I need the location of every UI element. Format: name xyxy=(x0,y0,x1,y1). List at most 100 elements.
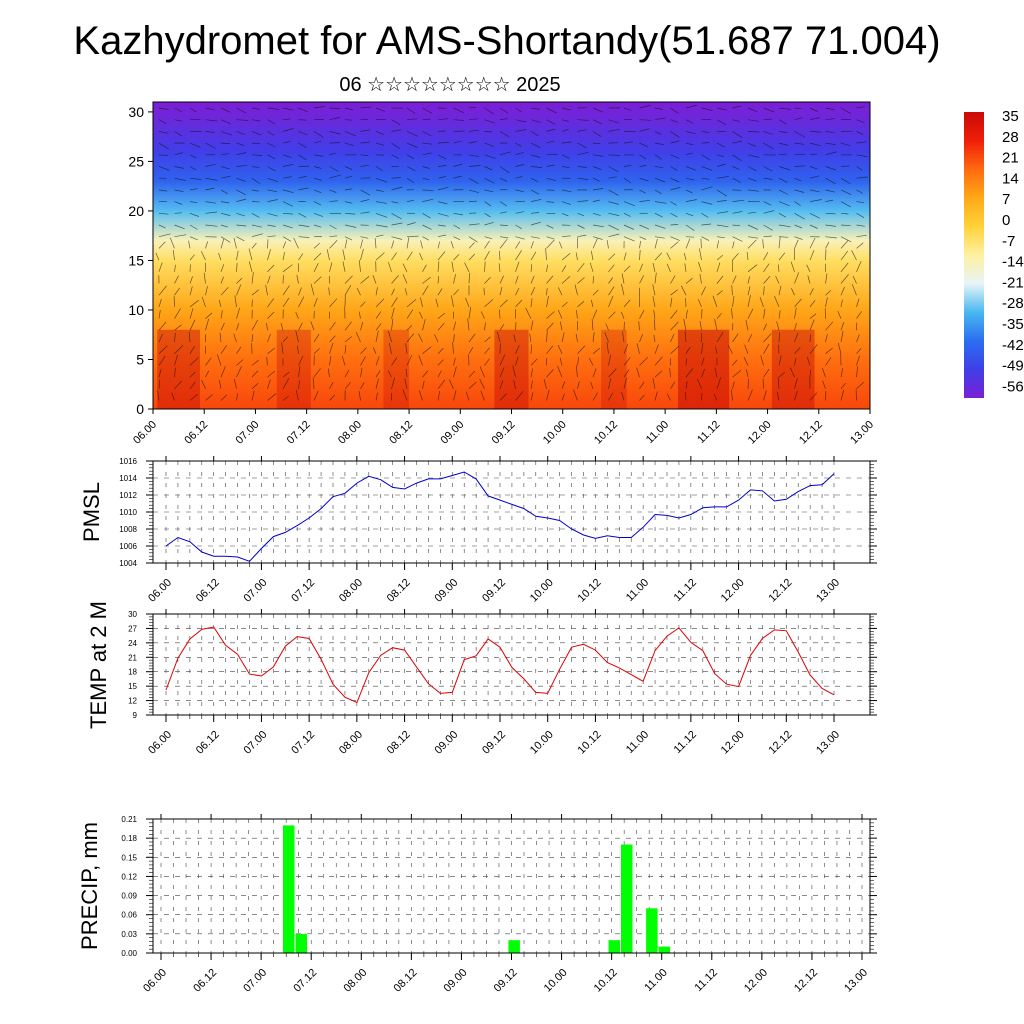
wind-vector xyxy=(189,236,198,241)
wind-vector xyxy=(763,201,772,206)
wind-vector xyxy=(452,342,454,354)
x-tick-label: 12.00 xyxy=(746,419,774,447)
wind-vector xyxy=(158,142,169,150)
wind-vector xyxy=(484,251,490,261)
wind-vector xyxy=(592,131,602,137)
y-tick-label: 0.03 xyxy=(121,930,137,939)
wind-vector xyxy=(406,222,416,226)
wind-vector xyxy=(670,166,678,171)
wind-vector xyxy=(561,154,570,159)
wind-vector xyxy=(468,177,479,185)
wind-vector xyxy=(375,107,386,112)
wind-vector xyxy=(759,296,764,308)
wind-vector xyxy=(313,177,322,181)
x-tick-label: 10.12 xyxy=(592,967,620,995)
wind-vector xyxy=(391,297,398,308)
wind-vector xyxy=(623,236,635,242)
x-tick-label: 06.12 xyxy=(194,729,222,757)
wind-vector xyxy=(666,263,671,272)
wind-vector xyxy=(251,271,254,284)
wind-vector xyxy=(763,224,773,231)
wind-vector xyxy=(174,380,183,390)
wind-vector xyxy=(763,177,773,180)
x-tick-label: 08.12 xyxy=(392,967,420,995)
wind-vector xyxy=(313,201,322,206)
x-tick-label: 12.12 xyxy=(766,729,794,757)
wind-vector xyxy=(251,189,259,192)
precip-bar xyxy=(646,908,658,953)
wind-vector xyxy=(220,153,229,156)
wind-vector xyxy=(577,234,587,238)
wind-vector xyxy=(174,189,184,193)
wind-vector xyxy=(561,235,571,238)
wind-vector xyxy=(515,345,520,354)
x-tick-label: 06.12 xyxy=(194,577,222,605)
wind-vector xyxy=(623,212,631,217)
wind-vector xyxy=(189,177,202,180)
wind-vector xyxy=(654,344,659,354)
wind-vector xyxy=(747,264,758,273)
wind-vector xyxy=(654,131,662,135)
wind-vector xyxy=(360,276,370,284)
wind-vector xyxy=(794,224,803,229)
wind-vector xyxy=(282,395,289,401)
wind-vector xyxy=(763,275,771,284)
y-tick-label: 21 xyxy=(128,653,137,662)
wind-vector xyxy=(654,107,663,110)
wind-vector xyxy=(205,286,208,296)
wind-vector xyxy=(577,224,585,229)
wind-vector xyxy=(654,252,663,261)
y-tick-label: 10 xyxy=(128,302,144,318)
wind-vector xyxy=(236,262,238,272)
wind-vector xyxy=(746,252,749,261)
wind-vector xyxy=(422,177,430,181)
wind-vector xyxy=(419,252,423,261)
wind-vector xyxy=(778,252,786,261)
wind-vector xyxy=(484,201,492,207)
wind-vector xyxy=(251,119,261,122)
wind-vector xyxy=(696,378,702,389)
wind-vector xyxy=(391,252,397,261)
wind-vector xyxy=(267,370,276,378)
wind-vector xyxy=(778,212,786,218)
wind-vector xyxy=(236,198,247,202)
wind-vector xyxy=(685,277,693,284)
wind-vector xyxy=(422,118,431,121)
wind-vector xyxy=(391,288,395,296)
wind-vector xyxy=(468,242,475,249)
x-tick-label: 09.12 xyxy=(490,419,518,447)
wind-vector xyxy=(590,250,594,261)
x-tick-label: 13.00 xyxy=(814,729,842,757)
wind-vector xyxy=(790,261,795,272)
wind-vector xyxy=(558,241,563,249)
wind-vector xyxy=(840,274,849,284)
wind-vector xyxy=(697,299,702,308)
wind-vector xyxy=(267,224,276,227)
x-tick-label: 11.12 xyxy=(672,577,699,604)
wind-vector xyxy=(774,295,780,308)
wind-vector xyxy=(484,221,494,226)
wind-vector xyxy=(267,235,276,238)
wind-vector xyxy=(577,129,587,132)
wind-vector xyxy=(174,324,182,331)
wind-vector xyxy=(639,154,647,160)
wind-vector xyxy=(840,262,849,273)
wind-vector xyxy=(420,297,423,307)
wind-vector xyxy=(608,224,620,231)
wind-vector xyxy=(391,222,403,226)
x-tick-label: 10.12 xyxy=(576,729,604,757)
x-tick-label: 07.12 xyxy=(285,419,313,447)
wind-vector xyxy=(326,249,330,261)
wind-vector xyxy=(282,140,291,144)
y-tick-label: 15 xyxy=(128,253,144,269)
x-tick-label: 07.12 xyxy=(289,577,317,605)
wind-vector xyxy=(716,262,721,272)
wind-vector xyxy=(158,224,166,229)
wind-vector xyxy=(809,117,820,121)
wind-vector xyxy=(620,311,625,319)
wind-vector xyxy=(220,131,233,136)
wind-vector xyxy=(530,264,533,272)
wind-vector xyxy=(464,262,470,272)
chart-subtitle: 06 ☆☆☆☆☆☆☆☆ 2025 xyxy=(339,74,560,96)
wind-vector xyxy=(732,275,737,284)
